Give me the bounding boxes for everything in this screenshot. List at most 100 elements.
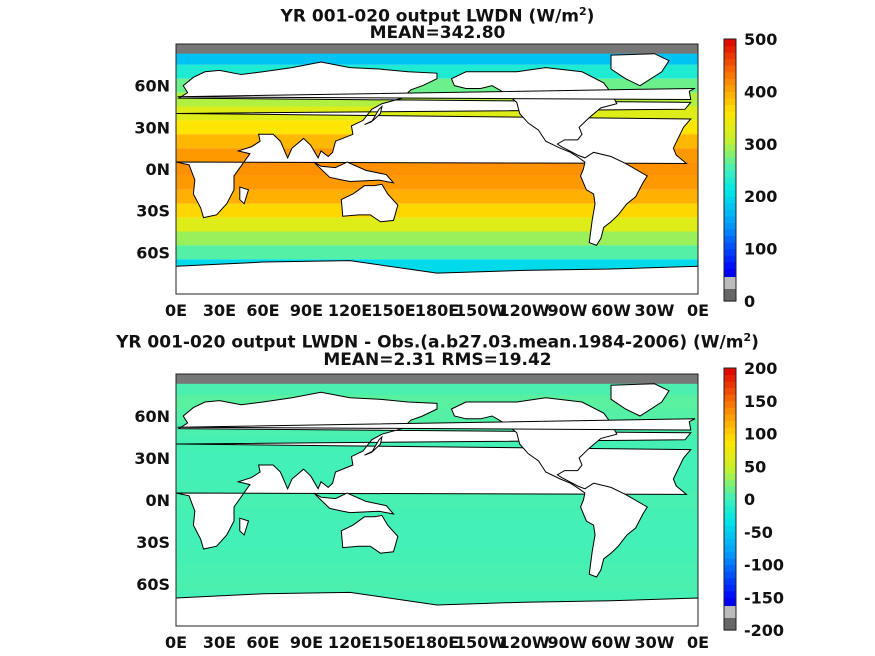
chart1-colorbar-tick: 0 (744, 292, 755, 311)
chart2-land (175, 391, 692, 550)
chart2-land (450, 397, 648, 578)
chart1-xtick: 30E (203, 301, 236, 320)
chart1-xtick: 30W (635, 301, 675, 320)
chart1-colorbar-frame (723, 38, 737, 302)
chart1-xtick: 60W (591, 301, 631, 320)
chart2-colorbar-cell (724, 505, 736, 513)
chart1-colorbar-tick: 500 (744, 30, 777, 49)
chart2-xtick: 60W (591, 633, 631, 652)
chart1-xtick: 120E (328, 301, 372, 320)
chart2-colorbar-tick: -150 (744, 588, 784, 607)
chart1-colorbar-cell (724, 222, 736, 230)
chart1-band (176, 189, 698, 204)
chart2-ytick: 60S (136, 575, 170, 594)
chart1-title-sup: 2 (579, 5, 587, 18)
chart2-missing-cap (176, 374, 698, 384)
chart2-band (176, 577, 698, 591)
chart2-band (176, 521, 698, 535)
chart2-colorbar-cell (724, 472, 736, 480)
chart1-band (176, 245, 698, 260)
chart2-colorbar-tick: -100 (744, 556, 784, 575)
chart1-ytick: 30S (136, 202, 170, 221)
chart1-colorbar-cell (724, 117, 736, 125)
chart1-colorbar-cell (724, 58, 736, 66)
chart2-colorbar-cell (724, 492, 736, 500)
chart1-ytick: 0N (145, 160, 170, 179)
chart1-ytick: 30N (134, 118, 170, 137)
chart2-colorbar-cell (724, 420, 736, 428)
chart2-colorbar-cell (724, 551, 736, 559)
chart1-field (175, 44, 699, 295)
chart2-colorbar-cell (724, 413, 736, 421)
chart1-xtick: 90E (290, 301, 323, 320)
chart2-colorbar-cell (724, 512, 736, 520)
chart2-colorbar-frame (723, 367, 737, 631)
chart2-colorbar-tick: 150 (744, 392, 777, 411)
chart1-land (239, 186, 250, 205)
chart1-band (176, 162, 698, 176)
chart1-colorbar-cell (724, 170, 736, 178)
chart2-colorbar-cell (724, 564, 736, 572)
chart1-colorbar-tick: 400 (744, 82, 777, 101)
chart2-xtick: 60E (246, 633, 279, 652)
chart1-colorbar-cell (724, 183, 736, 191)
chart2-land (313, 492, 395, 515)
chart2-xtick: 30E (203, 633, 236, 652)
chart2-xtick: 90E (290, 633, 323, 652)
chart2-colorbar-cell (724, 466, 736, 474)
chart1-colorbar-missing (724, 289, 736, 301)
chart2-colorbar-tick: 200 (744, 359, 777, 378)
chart1-band (176, 50, 698, 65)
chart1-colorbar-cell (724, 130, 736, 138)
chart2-colorbar-cell (724, 499, 736, 507)
chart1-title-end: ) (586, 6, 595, 27)
chart1-colorbar-cell (724, 215, 736, 223)
chart2-xtick: 150E (371, 633, 415, 652)
chart2-land (610, 383, 670, 417)
chart1-ytick: 60N (134, 77, 170, 96)
chart2-xtick: 0E (687, 633, 709, 652)
chart1-ytick: 60S (136, 243, 170, 262)
chart1-colorbar-cell (724, 45, 736, 53)
chart1-title: YR 001-020 output LWDN (W/m2) (0, 2, 875, 27)
chart1-colorbar-cell (724, 242, 736, 250)
chart1-colorbar-cell (724, 163, 736, 171)
chart1-colorbar-cell (724, 65, 736, 73)
chart2-colorbar-cell (724, 590, 736, 598)
chart1-land (364, 105, 383, 126)
chart2-land (177, 418, 696, 431)
chart1-colorbar-cell (724, 196, 736, 204)
chart2-colorbar-tick: 0 (744, 490, 755, 509)
chart1-colorbar-cell (724, 39, 736, 47)
chart1-band (176, 217, 698, 232)
chart2-colorbar-cell (724, 407, 736, 415)
chart1-title-main: YR 001-020 output LWDN (W/m (280, 6, 580, 27)
chart1-colorbar-cell (724, 124, 736, 132)
chart2-xtick: 0E (165, 633, 187, 652)
chart2-subtitle: MEAN=2.31 RMS=19.42 (323, 350, 552, 370)
chart2-field (175, 374, 699, 627)
chart2-band (176, 381, 698, 395)
chart1-colorbar-cell (724, 104, 736, 112)
chart2-colorbar-cell (724, 400, 736, 408)
chart2-xtick: 90W (548, 633, 588, 652)
chart2-ytick: 30S (136, 533, 170, 552)
chart2-colorbar-cell (724, 440, 736, 448)
chart1-colorbar-cell (724, 143, 736, 151)
chart2-colorbar-cell (724, 485, 736, 494)
chart2-band (176, 563, 698, 577)
chart1-land (177, 87, 696, 101)
chart2-colorbar-cell (724, 394, 736, 402)
chart1-colorbar-cell (724, 268, 736, 276)
chart2-xtick: 120E (328, 633, 372, 652)
chart1-colorbar-cell (724, 235, 736, 243)
chart2-band (176, 493, 698, 507)
chart1-colorbar-cell (724, 255, 736, 263)
chart2-colorbar-cell (724, 381, 736, 389)
chart2-xtick: 120W (498, 633, 549, 652)
chart1-colorbar-cell (724, 78, 736, 86)
chart2-colorbar-missing (724, 618, 736, 630)
chart2-title-end: ) (751, 332, 759, 353)
chart2-colorbar-cell (724, 597, 736, 605)
